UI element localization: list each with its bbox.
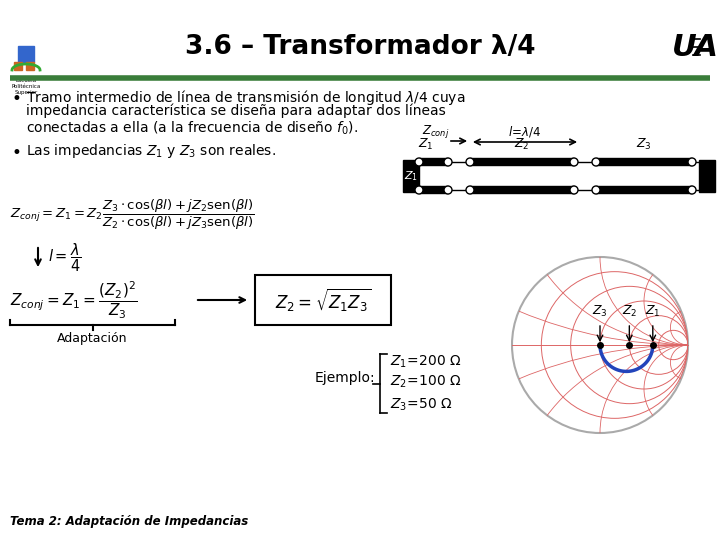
Text: $Z_1$: $Z_1$ xyxy=(404,169,418,183)
Text: $Z_2 = \sqrt{Z_1 Z_3}$: $Z_2 = \sqrt{Z_1 Z_3}$ xyxy=(275,286,371,314)
Text: $Z_3$: $Z_3$ xyxy=(700,169,714,183)
Circle shape xyxy=(570,158,578,166)
Text: Tramo intermedio de línea de transmisión de longitud $\lambda$/4 cuya: Tramo intermedio de línea de transmisión… xyxy=(26,88,465,107)
Bar xyxy=(419,186,448,193)
Circle shape xyxy=(592,158,600,166)
FancyBboxPatch shape xyxy=(255,275,391,325)
Text: •: • xyxy=(12,144,22,162)
Text: impedancia característica se diseña para adaptar dos líneas: impedancia característica se diseña para… xyxy=(26,104,446,118)
Circle shape xyxy=(444,158,452,166)
Text: conectadas a ella (a la frecuencia de diseño $f_0$).: conectadas a ella (a la frecuencia de di… xyxy=(26,120,358,137)
Text: $Z_1$: $Z_1$ xyxy=(418,137,433,152)
Text: Adaptación: Adaptación xyxy=(58,332,127,345)
Text: $Z_3\!=\!50 \; \Omega$: $Z_3\!=\!50 \; \Omega$ xyxy=(390,397,452,413)
Text: 3.6 – Transformador λ/4: 3.6 – Transformador λ/4 xyxy=(185,34,535,60)
Bar xyxy=(596,158,692,165)
Text: Escuela
Politécnica
Superior: Escuela Politécnica Superior xyxy=(12,78,41,94)
Circle shape xyxy=(444,186,452,194)
Circle shape xyxy=(466,158,474,166)
Text: $Z_1$: $Z_1$ xyxy=(645,304,660,319)
Circle shape xyxy=(415,158,423,166)
Bar xyxy=(14,62,22,70)
Text: $Z_2$: $Z_2$ xyxy=(514,137,530,152)
Bar xyxy=(596,186,692,193)
Circle shape xyxy=(466,186,474,194)
Bar xyxy=(26,62,34,70)
Text: $Z_{conj}$: $Z_{conj}$ xyxy=(422,123,449,140)
Text: $l\!=\!\lambda/4$: $l\!=\!\lambda/4$ xyxy=(508,124,542,139)
Text: $Z_2$: $Z_2$ xyxy=(621,304,637,319)
Text: $Z_{conj} = Z_1 = \dfrac{(Z_2)^2}{Z_3}$: $Z_{conj} = Z_1 = \dfrac{(Z_2)^2}{Z_3}$ xyxy=(10,279,138,321)
Text: $Z_2\!=\!100 \; \Omega$: $Z_2\!=\!100 \; \Omega$ xyxy=(390,374,462,390)
Text: $Z_1\!=\!200 \; \Omega$: $Z_1\!=\!200 \; \Omega$ xyxy=(390,354,462,370)
Circle shape xyxy=(592,186,600,194)
Text: Ejemplo:: Ejemplo: xyxy=(315,371,376,385)
Text: $l = \dfrac{\lambda}{4}$: $l = \dfrac{\lambda}{4}$ xyxy=(48,242,81,274)
Bar xyxy=(419,158,448,165)
Circle shape xyxy=(688,158,696,166)
Text: Las impedancias $Z_1$ y $Z_3$ son reales.: Las impedancias $Z_1$ y $Z_3$ son reales… xyxy=(26,142,276,160)
Bar xyxy=(18,46,34,62)
Text: $Z_{conj} = Z_1 = Z_2 \dfrac{Z_3 \cdot \cos(\beta l) + jZ_2\mathrm{sen}(\beta l): $Z_{conj} = Z_1 = Z_2 \dfrac{Z_3 \cdot \… xyxy=(10,198,255,232)
Text: •: • xyxy=(12,90,22,108)
Bar xyxy=(470,158,574,165)
Circle shape xyxy=(570,186,578,194)
Text: $Z_3$: $Z_3$ xyxy=(636,137,652,152)
Circle shape xyxy=(512,257,688,433)
Text: Tema 2: Adaptación de Impedancias: Tema 2: Adaptación de Impedancias xyxy=(10,515,248,528)
Circle shape xyxy=(415,186,423,194)
Circle shape xyxy=(688,186,696,194)
Text: UA: UA xyxy=(672,32,719,62)
Bar xyxy=(470,186,574,193)
Bar xyxy=(699,160,715,192)
Bar xyxy=(403,160,419,192)
Text: $Z_3$: $Z_3$ xyxy=(592,304,608,319)
